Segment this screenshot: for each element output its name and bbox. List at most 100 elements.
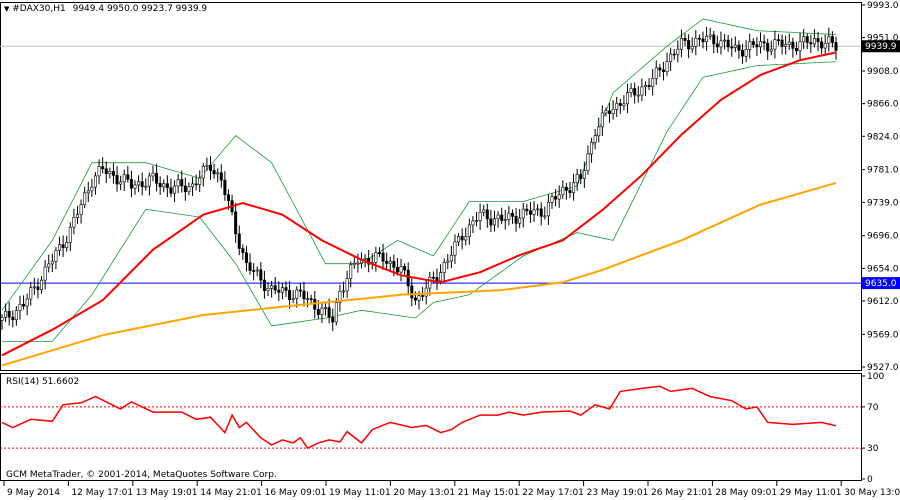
candle xyxy=(550,193,554,209)
candle-body xyxy=(262,279,266,291)
x-tick-label: 9 May 2014 xyxy=(7,488,60,498)
candle-body xyxy=(284,287,288,291)
candle-body xyxy=(467,224,471,237)
candle-body xyxy=(643,84,647,88)
candle-body xyxy=(252,270,256,272)
dropdown-triangle-icon[interactable]: ▼ xyxy=(4,5,10,13)
candle-body xyxy=(162,183,166,188)
candle-body xyxy=(280,287,284,293)
candle-body xyxy=(169,187,173,194)
candle xyxy=(482,204,486,217)
candle xyxy=(0,314,4,330)
candle xyxy=(651,69,655,96)
candle-body xyxy=(694,37,698,47)
candle-body xyxy=(820,41,824,49)
candle-body xyxy=(755,44,759,48)
candle-body xyxy=(223,179,227,196)
x-tick-label: 13 May 19:01 xyxy=(136,488,198,498)
candle xyxy=(259,261,263,289)
candle-body xyxy=(395,267,399,273)
y-tick-label: 9993.0 xyxy=(867,1,899,11)
candle xyxy=(252,263,256,281)
candle xyxy=(137,175,141,193)
candle-body xyxy=(586,153,590,171)
candle-body xyxy=(111,171,115,176)
candle-body xyxy=(492,218,496,226)
candle xyxy=(773,30,777,59)
candle xyxy=(385,252,389,271)
candle-body xyxy=(611,109,615,114)
candle xyxy=(298,282,302,298)
candle xyxy=(464,227,468,246)
candle xyxy=(708,27,712,40)
candle-body xyxy=(410,285,414,299)
candle xyxy=(140,172,144,196)
symbol-label: #DAX30,H1 xyxy=(12,4,66,14)
candle xyxy=(284,281,288,297)
candle-body xyxy=(75,214,79,218)
candle-body xyxy=(381,252,385,262)
candle xyxy=(244,245,248,272)
candle-body xyxy=(460,236,464,241)
candle xyxy=(162,179,166,193)
candle-body xyxy=(388,261,392,264)
candle xyxy=(277,281,281,301)
candle-body xyxy=(776,39,780,41)
candle xyxy=(615,96,619,118)
candle xyxy=(694,30,698,56)
chart-header: ▼ #DAX30,H1 9949.4 9950.0 9923.7 9939.9 xyxy=(4,4,207,14)
candle xyxy=(266,282,270,297)
candle xyxy=(377,247,381,258)
candle-body xyxy=(421,295,425,297)
x-tick-label: 29 May 11:01 xyxy=(780,488,842,498)
candle xyxy=(830,31,834,48)
candle-body xyxy=(726,39,730,48)
candle-body xyxy=(708,34,712,37)
y-tick-label: 9696.0 xyxy=(867,232,899,242)
candle-body xyxy=(640,86,644,96)
candle-body xyxy=(669,53,673,63)
candle xyxy=(471,216,475,234)
candle xyxy=(586,145,590,175)
candle-body xyxy=(259,269,263,281)
rsi-y-tick-label: 70 xyxy=(867,403,879,413)
candle-body xyxy=(151,172,155,177)
candle-body xyxy=(209,164,213,171)
copyright-text: GCM MetaTrader, © 2001-2014, MetaQuotes … xyxy=(6,470,277,480)
candle-body xyxy=(482,209,486,213)
candle xyxy=(748,33,752,59)
candle-body xyxy=(582,170,586,179)
candle xyxy=(460,228,464,250)
candle xyxy=(712,30,716,54)
candle-body xyxy=(191,183,195,188)
candle xyxy=(374,246,378,272)
candle xyxy=(352,255,356,269)
candle-body xyxy=(306,298,310,300)
candle xyxy=(457,232,461,247)
candle xyxy=(478,203,482,231)
candle-body xyxy=(600,112,604,128)
candle xyxy=(424,279,428,305)
candle xyxy=(766,38,770,60)
candle xyxy=(600,105,604,136)
x-tick-label: 21 May 15:01 xyxy=(458,488,520,498)
candle-body xyxy=(679,38,683,50)
candle xyxy=(219,164,223,188)
candle-body xyxy=(363,257,367,260)
candle-body xyxy=(651,78,655,87)
candle-body xyxy=(784,44,788,47)
candle xyxy=(262,270,266,299)
candle-body xyxy=(593,135,597,143)
candle xyxy=(759,32,763,54)
candle xyxy=(812,29,816,48)
candle xyxy=(194,174,198,191)
candle xyxy=(50,253,54,272)
candle-body xyxy=(507,212,511,220)
candle xyxy=(129,170,133,198)
candle-body xyxy=(68,226,72,243)
x-tick-label: 20 May 13:01 xyxy=(393,488,455,498)
candle xyxy=(133,180,137,195)
candle-body xyxy=(183,185,187,193)
candle xyxy=(643,81,647,97)
